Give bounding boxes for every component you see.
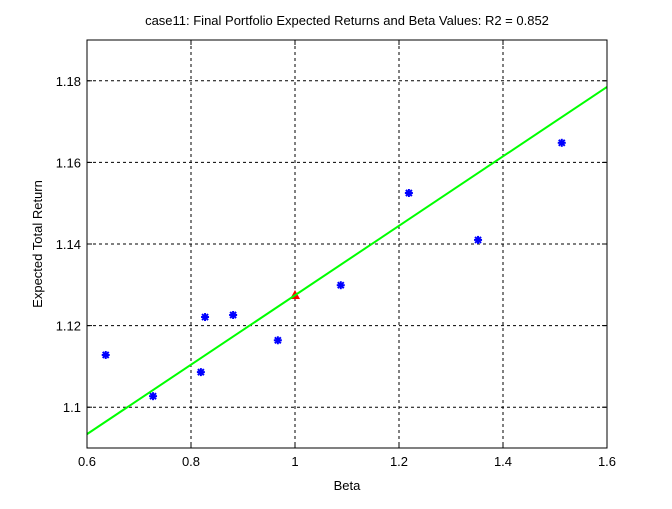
x-tick-label: 1.6: [598, 454, 616, 469]
data-point: [149, 392, 158, 401]
x-tick-label: 0.6: [78, 454, 96, 469]
data-point: [196, 368, 205, 377]
data-point: [201, 313, 210, 322]
x-axis-label: Beta: [334, 478, 362, 493]
x-tick-label: 0.8: [182, 454, 200, 469]
x-tick-label: 1.4: [494, 454, 512, 469]
y-axis-label: Expected Total Return: [30, 180, 45, 308]
x-tick-label: 1: [291, 454, 298, 469]
y-tick-label: 1.16: [56, 155, 81, 170]
fit-line: [86, 86, 608, 435]
y-tick-label: 1.1: [63, 400, 81, 415]
y-tick-label: 1.18: [56, 74, 81, 89]
data-point: [474, 235, 483, 244]
x-tick-label: 1.2: [390, 454, 408, 469]
y-tick-label: 1.14: [56, 237, 81, 252]
data-point: [101, 350, 110, 359]
y-tick-label: 1.12: [56, 319, 81, 334]
data-point: [557, 138, 566, 147]
data-point: [404, 189, 413, 197]
data-point: [273, 336, 282, 345]
chart-title: case11: Final Portfolio Expected Returns…: [145, 13, 549, 28]
data-point: [229, 310, 238, 319]
plot-frame: [86, 39, 608, 449]
data-point: [336, 281, 345, 290]
